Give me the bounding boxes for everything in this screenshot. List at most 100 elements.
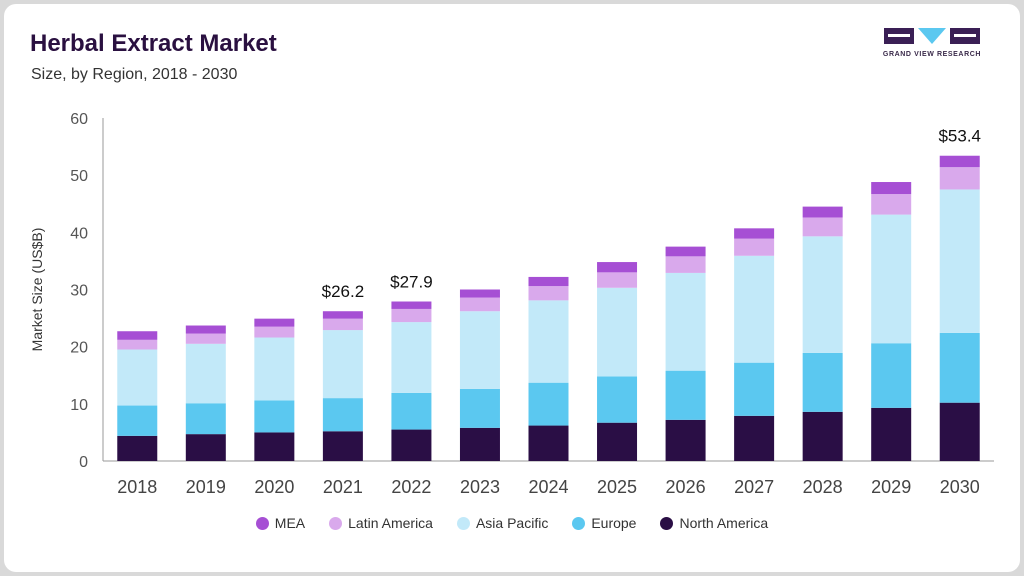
y-axis-label: Market Size (US$B) xyxy=(29,228,45,352)
x-tick-label: 2020 xyxy=(254,477,294,497)
chart-subtitle: Size, by Region, 2018 - 2030 xyxy=(31,66,238,83)
bar-segment xyxy=(322,318,363,331)
legend-item: Latin America xyxy=(329,515,433,531)
bar-segment xyxy=(459,388,500,428)
y-tick-label: 10 xyxy=(70,397,88,414)
legend-swatch-icon xyxy=(660,516,674,530)
bar-total-label: $27.9 xyxy=(390,273,433,292)
bar-segment xyxy=(665,419,706,461)
bar-segment xyxy=(734,362,775,416)
bar-segment xyxy=(528,425,569,461)
legend-label: Asia Pacific xyxy=(475,515,549,531)
bar-segment xyxy=(322,398,363,432)
bar-segment xyxy=(939,155,980,168)
x-tick-label: 2023 xyxy=(460,477,500,497)
grand-view-research-logo: GRAND VIEW RESEARCH xyxy=(880,24,984,64)
y-tick-label: 20 xyxy=(70,340,88,357)
bar-segment xyxy=(597,272,638,288)
legend-label: Europe xyxy=(591,515,637,531)
bar-total-label: $26.2 xyxy=(322,282,365,301)
bar-segment xyxy=(597,287,638,377)
bar-segment xyxy=(734,238,775,256)
logo-mark-icon xyxy=(884,28,980,44)
bar-segment xyxy=(665,246,706,257)
bar-segment xyxy=(322,431,363,461)
legend-label: MEA xyxy=(274,515,306,531)
bar-segment xyxy=(459,297,500,312)
legend-item: MEA xyxy=(255,515,306,531)
bar-segment xyxy=(665,256,706,273)
bar-segment xyxy=(391,429,432,461)
bar-segment xyxy=(185,434,226,461)
legend-swatch-icon xyxy=(255,516,269,530)
bar-segment xyxy=(597,262,638,273)
x-tick-label: 2026 xyxy=(666,477,706,497)
x-tick-label: 2022 xyxy=(391,477,431,497)
bar-segment xyxy=(802,236,843,353)
bar-annotations: $26.2 $27.9 $53.4 xyxy=(322,127,981,301)
bar-segment xyxy=(254,337,295,401)
legend-item: Asia Pacific xyxy=(456,515,549,531)
bar-total-label: $53.4 xyxy=(938,127,981,146)
bar-segment xyxy=(871,214,912,344)
bar-segment xyxy=(391,392,432,430)
bar-segment xyxy=(939,189,980,333)
x-tick-label: 2021 xyxy=(323,477,363,497)
y-tick-label: 60 xyxy=(70,111,88,128)
bar-segment xyxy=(734,415,775,461)
legend-swatch-icon xyxy=(329,516,343,530)
bar-segment xyxy=(871,407,912,461)
bar-segment xyxy=(117,349,158,406)
bar-segment xyxy=(939,167,980,190)
x-tick-label: 2029 xyxy=(871,477,911,497)
bar-segment xyxy=(528,300,569,383)
bar-segment xyxy=(185,325,226,334)
bar-segment xyxy=(391,322,432,393)
bar-segment xyxy=(734,228,775,239)
bar-segment xyxy=(117,339,158,350)
bar-segment xyxy=(185,333,226,344)
legend-swatch-icon xyxy=(456,516,470,530)
bar-segment xyxy=(117,435,158,461)
bar-segment xyxy=(459,289,500,298)
bar-segment xyxy=(802,206,843,218)
legend-label: Latin America xyxy=(348,515,433,531)
bars xyxy=(117,155,980,461)
x-tick-label: 2019 xyxy=(186,477,226,497)
bar-segment xyxy=(322,311,363,319)
y-tick-label: 50 xyxy=(70,168,88,185)
bar-segment xyxy=(459,311,500,389)
y-tick-label: 0 xyxy=(79,454,88,471)
chart-card: Herbal Extract Market Size, by Region, 2… xyxy=(4,4,1020,572)
chart-legend: MEA Latin America Asia Pacific Europe North … xyxy=(0,515,1024,531)
bar-segment xyxy=(528,286,569,301)
bar-segment xyxy=(802,217,843,237)
bar-segment xyxy=(665,370,706,420)
bar-segment xyxy=(322,330,363,399)
bar-segment xyxy=(185,343,226,404)
x-tick-label: 2028 xyxy=(803,477,843,497)
bar-segment xyxy=(254,326,295,338)
bar-segment xyxy=(802,411,843,461)
x-tick-label: 2030 xyxy=(940,477,980,497)
x-tick-label: 2018 xyxy=(117,477,157,497)
bar-segment xyxy=(391,301,432,309)
bar-segment xyxy=(185,403,226,435)
legend-item: Europe xyxy=(572,515,636,531)
bar-segment xyxy=(254,400,295,433)
bar-segment xyxy=(391,308,432,323)
bar-segment xyxy=(871,182,912,195)
bar-segment xyxy=(254,318,295,327)
bar-segment xyxy=(528,382,569,426)
bar-segment xyxy=(665,272,706,371)
bar-segment xyxy=(734,255,775,363)
bar-segment xyxy=(597,376,638,423)
bar-segment xyxy=(528,276,569,287)
y-tick-label: 30 xyxy=(70,283,88,300)
chart-title: Herbal Extract Market xyxy=(30,30,277,57)
x-tick-label: 2024 xyxy=(528,477,568,497)
bar-segment xyxy=(802,352,843,412)
bar-segment xyxy=(117,405,158,436)
